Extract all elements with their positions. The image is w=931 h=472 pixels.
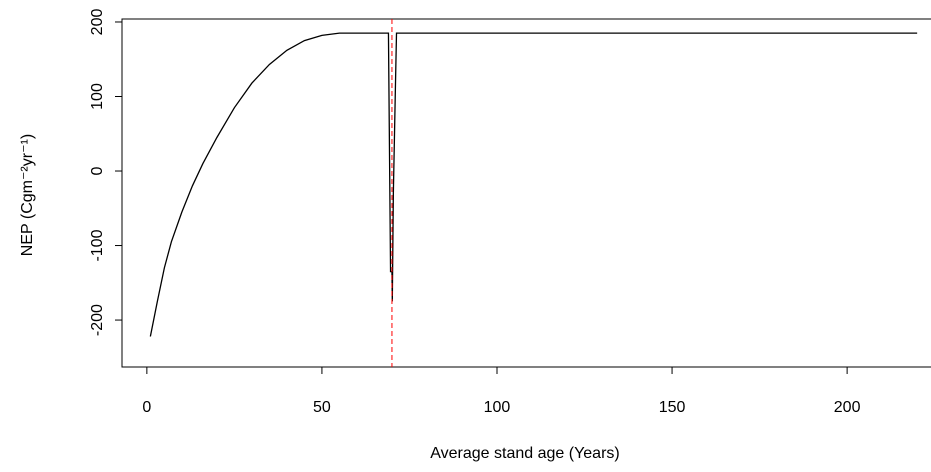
x-tick-label: 100: [484, 399, 511, 416]
x-tick-label: 0: [142, 399, 151, 416]
y-tick-label: 100: [89, 83, 106, 110]
y-axis-label: NEP (Cgm⁻²yr⁻¹): [19, 134, 36, 256]
x-tick-label: 50: [313, 399, 331, 416]
x-axis-label: Average stand age (Years): [430, 445, 619, 462]
x-tick-label: 150: [659, 399, 686, 416]
x-tick-label: 200: [834, 399, 861, 416]
y-tick-label: -200: [89, 304, 106, 336]
y-tick-label: -100: [89, 229, 106, 261]
plot-box: [121, 18, 931, 368]
y-tick-label: 200: [89, 9, 106, 36]
line: [149, 32, 918, 337]
y-tick-label: 0: [89, 166, 106, 175]
